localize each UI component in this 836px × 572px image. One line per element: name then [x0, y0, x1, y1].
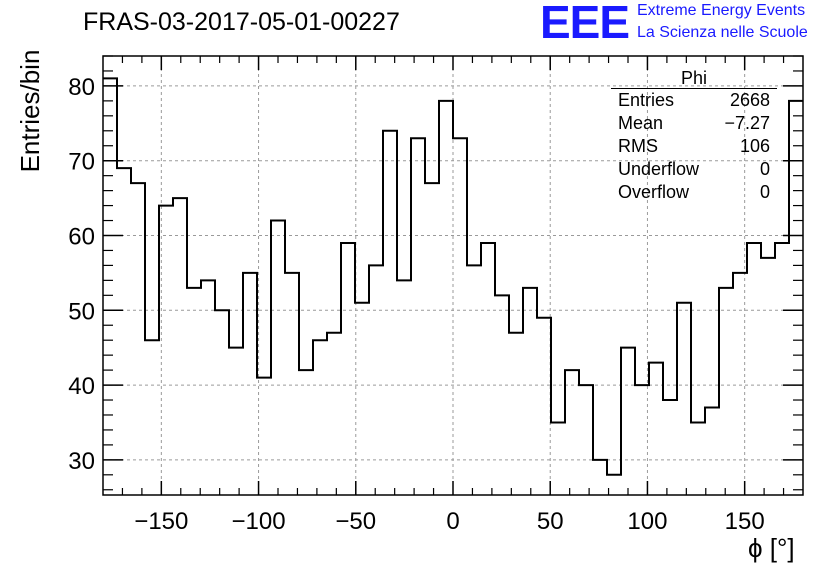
plot-frame: [102, 55, 804, 496]
y-tick-label: 80: [68, 74, 95, 101]
y-tick-label: 70: [68, 149, 95, 176]
y-tick-label: 40: [68, 373, 95, 400]
stats-label: Mean: [618, 113, 664, 133]
stats-value: 0: [759, 182, 770, 202]
y-tick-label: 60: [68, 223, 95, 250]
stats-value: 0: [759, 159, 770, 179]
x-tick-label: 50: [537, 508, 564, 535]
stats-label: Entries: [618, 90, 675, 110]
stats-value: 106: [739, 136, 770, 156]
stats-name: Phi: [611, 68, 777, 89]
x-tick-label: −150: [134, 508, 188, 535]
y-axis-label: Entries/bin: [15, 49, 45, 173]
y-tick-label: 30: [68, 448, 95, 475]
histogram-outline: [103, 77, 803, 476]
stats-row-overflow: Overflow 0: [611, 181, 777, 204]
axis-ticks: [103, 55, 803, 495]
stats-row-mean: Mean −7.27: [611, 112, 777, 135]
tick-labels: −150 −100 −50 0 50 100 150 30 40 50 60 70 80: [68, 74, 764, 535]
x-axis-label: ϕ [°]: [748, 533, 795, 563]
logo-text-line2: La Scienza nelle Scuole: [637, 24, 808, 41]
stats-box: Phi Entries 2668 Mean −7.27 RMS 106 Unde…: [611, 68, 777, 204]
x-tick-label: 0: [446, 508, 459, 535]
logo-text-line1: Extreme Energy Events: [637, 2, 806, 19]
logo-mark: EEE: [540, 0, 630, 48]
stats-label: Overflow: [618, 182, 690, 202]
stats-value: 2668: [729, 90, 770, 110]
x-tick-label: 150: [725, 508, 765, 535]
stats-value: −7.27: [724, 113, 770, 133]
stats-row-rms: RMS 106: [611, 135, 777, 158]
stats-row-entries: Entries 2668: [611, 89, 777, 112]
x-tick-label: 100: [627, 508, 667, 535]
x-tick-label: −100: [232, 508, 286, 535]
stats-label: RMS: [618, 136, 658, 156]
y-tick-label: 50: [68, 298, 95, 325]
chart-title: FRAS-03-2017-05-01-00227: [83, 8, 400, 36]
x-tick-label: −50: [335, 508, 376, 535]
stats-label: Underflow: [618, 159, 700, 179]
stats-row-underflow: Underflow 0: [611, 158, 777, 181]
